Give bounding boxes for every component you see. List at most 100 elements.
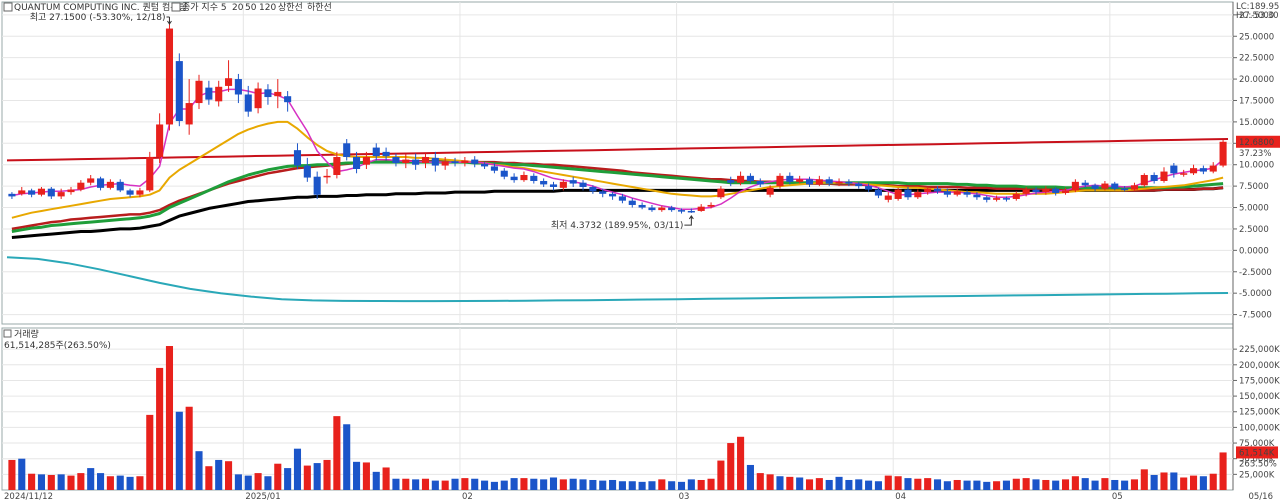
candle-body [1199,168,1207,172]
volume-bar [313,463,321,490]
volume-bar [727,443,735,490]
volume-bar [274,463,282,490]
candle-body [1150,174,1158,181]
ma50-line [11,160,1224,233]
ma20-line [11,120,1224,219]
ma5-legend: 종가 지수 5 [182,2,227,13]
volume-bar [599,480,607,490]
price-panel-frame [1,1,1234,325]
candle-body [28,190,36,195]
volume-bar [353,461,361,490]
stock-name-label: QUANTUM COMPUTING INC. 퀀텀 컴퓨팅 [14,1,187,13]
upper-band-legend: 상한선 [278,2,303,13]
volume-bar [67,475,75,490]
high-arrow-icon [167,17,172,25]
volume-bar [677,481,686,490]
candle-body [648,207,656,211]
ma50-legend: 50 [245,3,257,13]
volume-bar [520,478,528,490]
candle-body [313,176,321,195]
candle-body [924,188,932,193]
candle-body [865,186,873,190]
candle-body [1081,182,1089,186]
volume-bar [1042,479,1050,490]
hc-label: HC:-53.30 [1236,11,1279,21]
volume-bar [303,465,311,490]
candle-body [165,28,174,125]
candle-body [146,157,154,191]
volume-bar [874,481,882,490]
candle-body [825,179,833,184]
candle-body [244,94,252,112]
candle-body [1052,188,1060,193]
volume-bar [658,479,666,490]
candle-body [618,196,626,201]
candle-body [343,143,351,158]
candle-body [1130,185,1139,190]
volume-tick-label: 25,000K [1239,470,1275,480]
volume-bar [983,481,991,490]
volume-bar [559,479,567,490]
candle-body [677,210,686,212]
last-volume-tag [1236,446,1278,459]
candle-body [914,192,922,198]
volume-bar [540,479,548,490]
volume-bar [37,474,46,490]
volume-bar [618,481,626,490]
volume-bar [717,460,725,490]
candle-body [609,193,617,197]
volume-bar [510,478,518,490]
volume-bar [953,479,961,490]
candle-body [47,188,55,197]
volume-bar [904,478,912,490]
volume-bar [362,462,370,490]
candle-body [1022,189,1030,194]
volume-bar [530,478,538,490]
volume-bar [461,478,469,490]
candle-body [1091,185,1099,189]
volume-bar [894,476,902,490]
long-ma-line [11,186,1224,239]
candle-body [855,183,863,187]
candle-body [638,204,646,208]
volume-bar [96,473,105,490]
candle-body [461,160,469,163]
candle-body [96,178,105,188]
candle-body [57,192,65,197]
candle-body [195,80,203,104]
volume-bar [1130,479,1139,490]
ma20-legend: 20 [232,3,244,13]
volume-bar [1071,476,1079,490]
volume-bar [500,480,508,490]
candle-body [884,195,892,200]
volume-bar [973,480,981,490]
candle-body [1180,173,1188,175]
candle-body [185,103,193,125]
last-volume-value: 61,514K [1239,448,1275,458]
time-axis-label: 03 [679,492,690,502]
candle-body [323,175,331,178]
legend-box-icon [171,2,181,12]
volume-bar [185,406,193,490]
volume-panel-frame [1,327,1234,491]
volume-collapse-icon [3,329,12,338]
volume-bar [126,476,134,490]
candle-body [717,188,725,198]
candle-body [274,91,282,97]
candle-body [175,61,183,122]
candle-body [756,180,764,185]
volume-bar [687,479,695,490]
candle-body [815,179,823,185]
candle-body [87,178,95,183]
volume-bar [776,476,784,490]
volume-bar [57,474,65,490]
candle-body [727,180,735,183]
candle-body [441,161,449,166]
volume-bar [284,468,292,490]
time-axis-label: 2025/01 [245,492,280,502]
upper-band-line [6,138,1229,162]
candle-body [746,175,754,181]
last-volume-pct: 263.50% [1239,459,1277,469]
volume-bar [175,411,183,490]
